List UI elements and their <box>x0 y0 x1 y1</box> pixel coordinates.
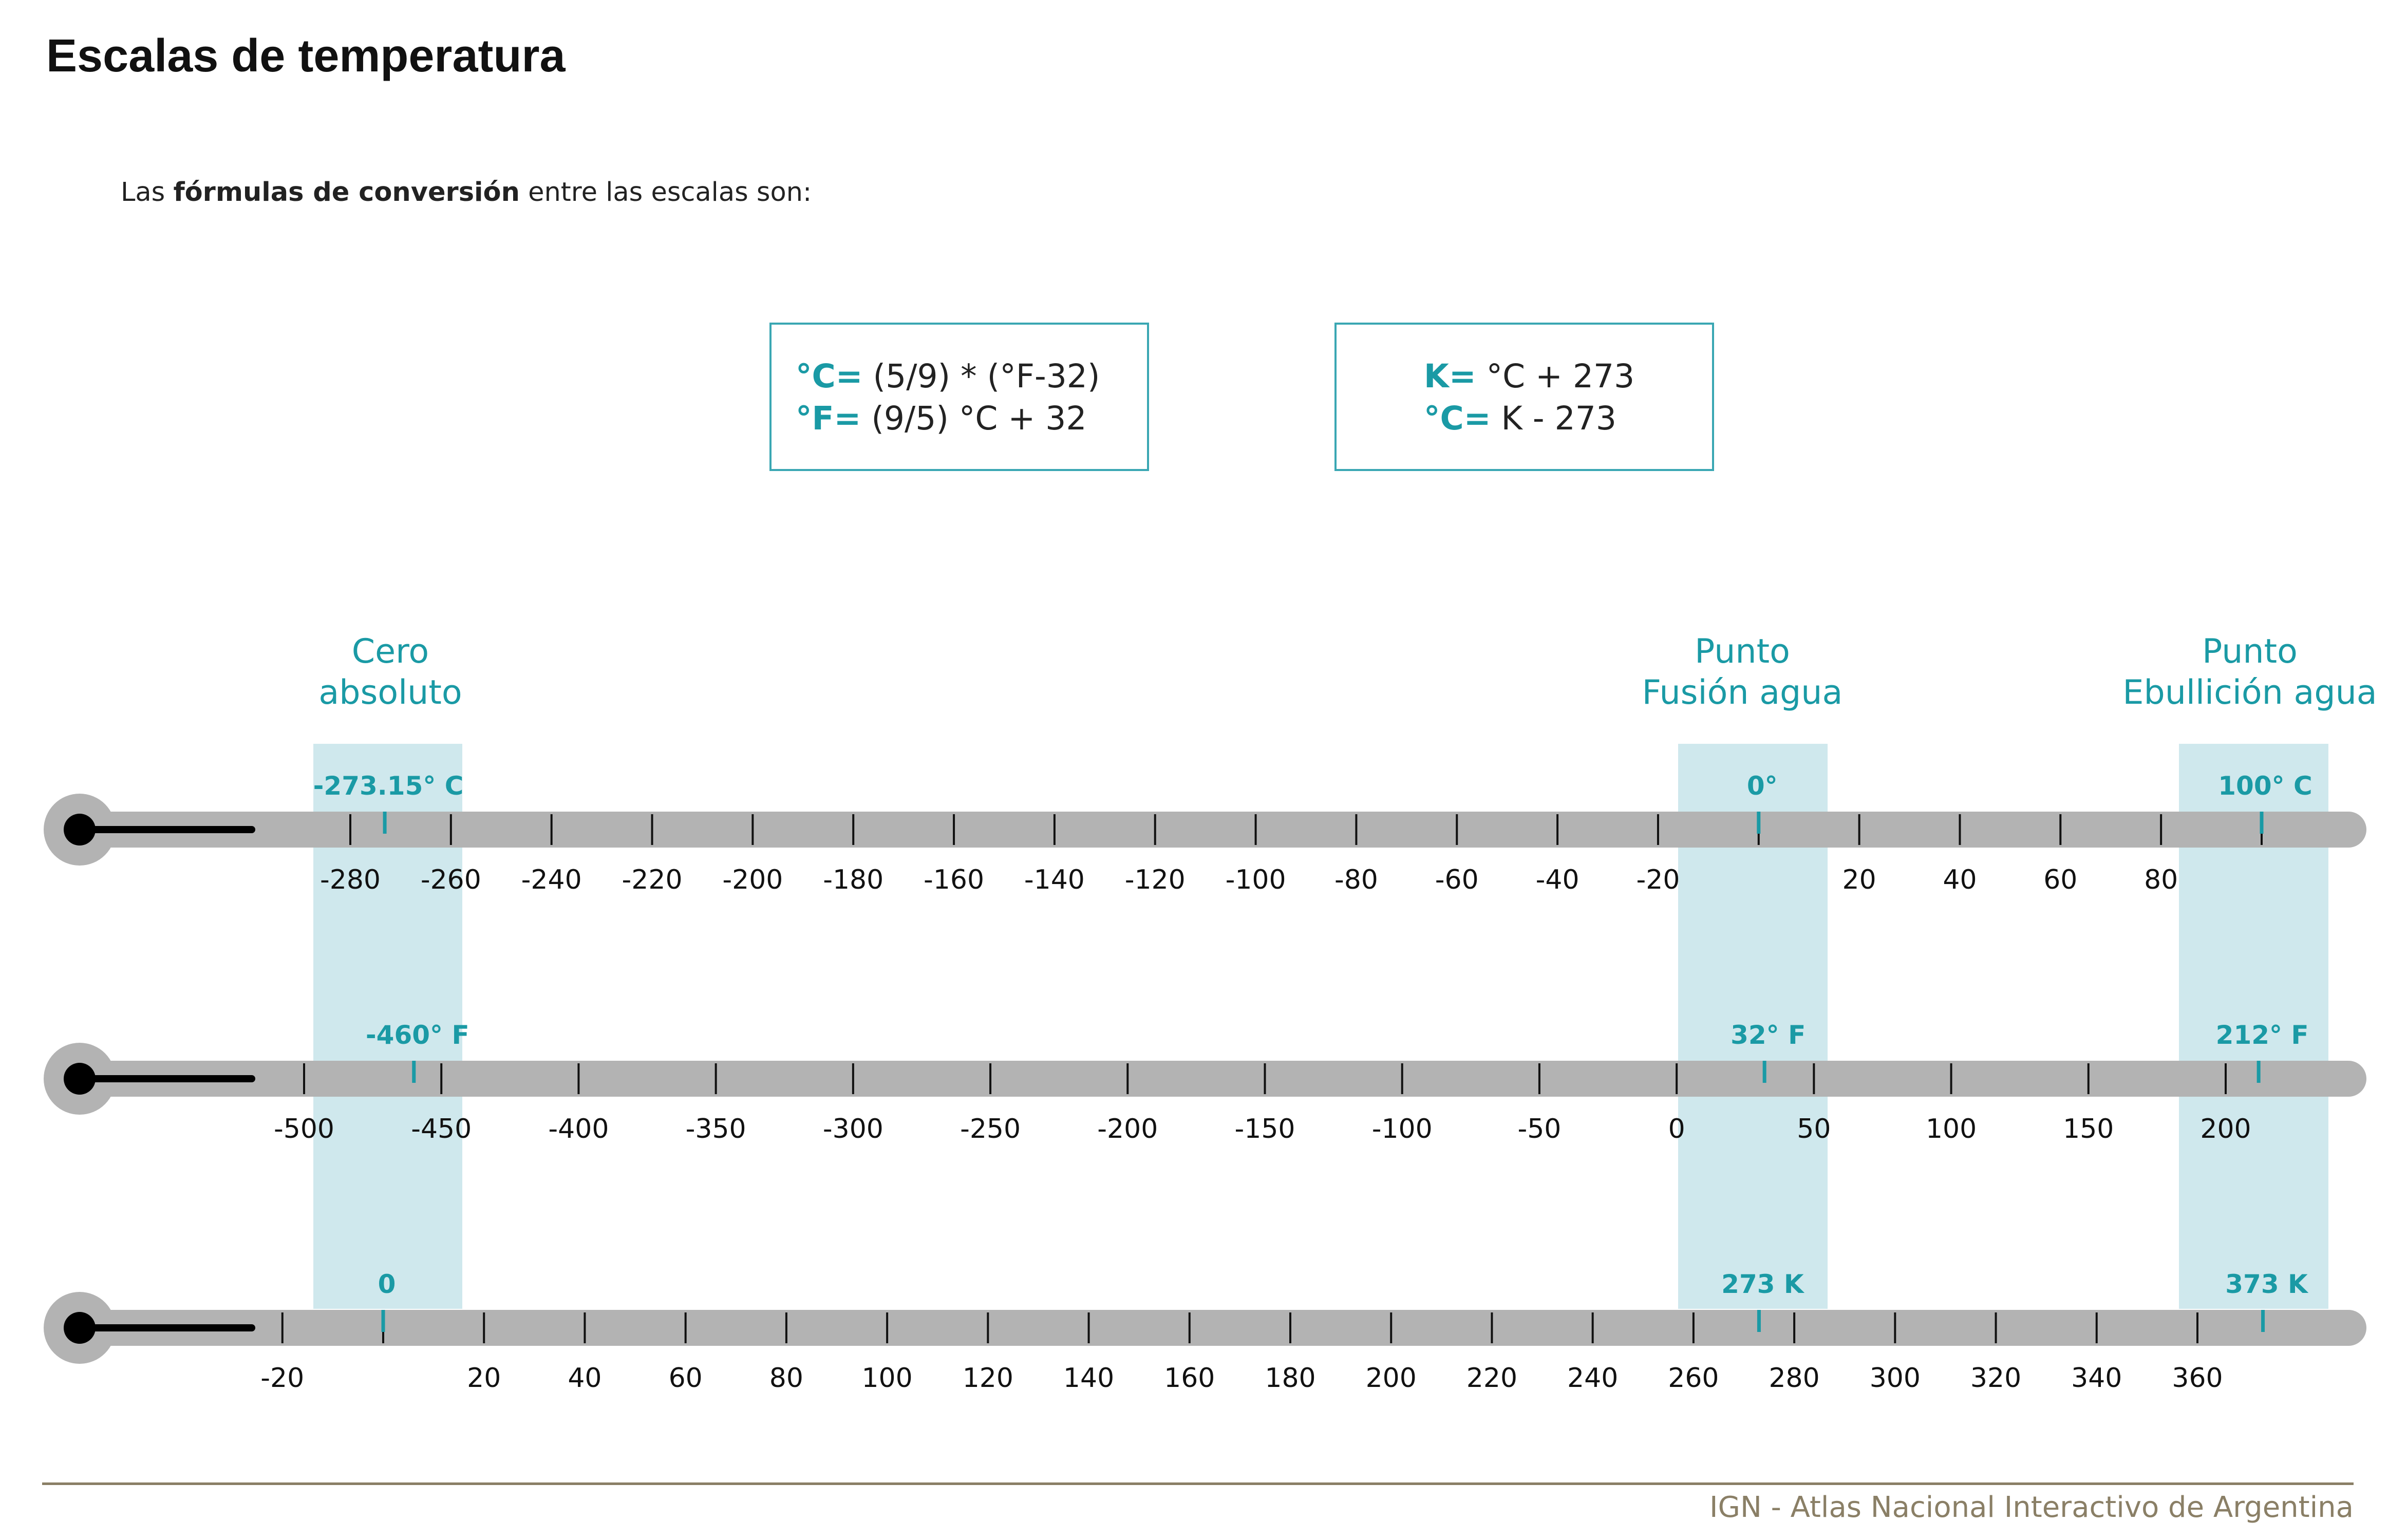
tick-label: 20 <box>467 1363 501 1394</box>
reference-title: absoluto <box>318 673 462 712</box>
formula-expression: (5/9) * (°F-32) <box>862 358 1100 395</box>
tick-label: 80 <box>769 1363 803 1394</box>
tick-label: -240 <box>521 865 582 895</box>
footer-credit: IGN - Atlas Nacional Interactivo de Arge… <box>1709 1491 2354 1524</box>
reference-marker-label: 0 <box>378 1269 396 1299</box>
tick-label: 40 <box>568 1363 601 1394</box>
tick-label: -180 <box>823 865 883 895</box>
tick-label: -80 <box>1334 865 1378 895</box>
reference-title: Fusión agua <box>1642 673 1843 712</box>
reference-title: Punto <box>1695 632 1790 671</box>
formula-line: °C= K - 273 <box>1424 398 1712 440</box>
tick-label: 60 <box>669 1363 703 1394</box>
reference-marker-label: -273.15° C <box>313 771 464 801</box>
formula-label: °F= <box>796 400 861 437</box>
tick-label: 80 <box>2144 865 2178 895</box>
tick-label: 160 <box>1164 1363 1215 1394</box>
tick-label: 20 <box>1842 865 1876 895</box>
tick-label: 180 <box>1265 1363 1315 1394</box>
reference-marker-label: 100° C <box>2218 771 2312 801</box>
scale-kelvin: -20 20 40 60 80 100 120 140 160 180 200 220 240 260 28… <box>44 1269 2366 1394</box>
formula-expression: °C + 273 <box>1476 358 1635 395</box>
tick-label: -220 <box>622 865 683 895</box>
formula-line: °C= (5/9) * (°F-32) <box>796 355 1147 398</box>
tick-label: -450 <box>411 1114 472 1144</box>
tick-label: 240 <box>1567 1363 1618 1394</box>
formula-label: K= <box>1424 358 1476 395</box>
reference-marker-label: 0° <box>1747 771 1778 801</box>
tick-label: -280 <box>320 865 381 895</box>
reference-title: Cero <box>352 632 429 671</box>
reference-title: Punto <box>2202 632 2298 671</box>
tick-label: -20 <box>1636 865 1680 895</box>
tick-label: -300 <box>823 1114 883 1144</box>
thermometer-scales: -280 -260 -240 -220 -200 -180 -160 -140 -120 -100… <box>44 771 2366 1394</box>
tick-label: -100 <box>1372 1114 1433 1144</box>
tick-label: 0 <box>1668 1114 1685 1144</box>
tick-label: -50 <box>1517 1114 1561 1144</box>
tick-label: -350 <box>686 1114 746 1144</box>
reference-marker-label: -460° F <box>366 1020 469 1050</box>
tick-label: 360 <box>2172 1363 2223 1394</box>
formula-line: K= °C + 273 <box>1424 355 1712 398</box>
formula-expression: (9/5) °C + 32 <box>861 400 1087 437</box>
reference-marker-label: 373 K <box>2225 1269 2309 1299</box>
reference-marker-label: 212° F <box>2216 1020 2309 1050</box>
intro-text-bold: fórmulas de conversión <box>173 177 520 208</box>
tick-label: 140 <box>1063 1363 1114 1394</box>
tick-label: 120 <box>963 1363 1013 1394</box>
tick-label: 100 <box>861 1363 912 1394</box>
tick-label: -260 <box>421 865 481 895</box>
intro-text: Las fórmulas de conversión entre las esc… <box>121 177 812 208</box>
tick-label: 300 <box>1870 1363 1921 1394</box>
reference-marker-label: 273 K <box>1721 1269 1805 1299</box>
page-title: Escalas de temperatura <box>46 30 566 82</box>
tick-label: 320 <box>1970 1363 2021 1394</box>
tick-label: -200 <box>1097 1114 1158 1144</box>
tick-label: -150 <box>1234 1114 1295 1144</box>
intro-text-end: entre las escalas son: <box>519 177 812 208</box>
formula-box-celsius-fahrenheit: °C= (5/9) * (°F-32) °F= (9/5) °C + 32 <box>769 323 1149 471</box>
footer-divider <box>42 1482 2354 1485</box>
tick-label: -40 <box>1536 865 1579 895</box>
formula-line: °F= (9/5) °C + 32 <box>796 398 1147 440</box>
tick-label: -200 <box>722 865 783 895</box>
tick-label: 40 <box>1943 865 1977 895</box>
reference-title: Ebullición agua <box>2122 673 2377 712</box>
tick-label: 50 <box>1797 1114 1831 1144</box>
formula-box-kelvin-celsius: K= °C + 273 °C= K - 273 <box>1334 323 1714 471</box>
tick-label: 200 <box>1366 1363 1417 1394</box>
tick-label: -140 <box>1024 865 1085 895</box>
scale-celsius: -280 -260 -240 -220 -200 -180 -160 -140 -120 -100… <box>44 771 2366 895</box>
tick-label: 150 <box>2063 1114 2114 1144</box>
tick-label: 340 <box>2071 1363 2122 1394</box>
tick-label: -250 <box>960 1114 1021 1144</box>
reference-marker-label: 32° F <box>1731 1020 1806 1050</box>
formula-label: °C= <box>796 358 863 395</box>
tick-label: 100 <box>1926 1114 1977 1144</box>
tick-label: -160 <box>924 865 984 895</box>
tick-label: 60 <box>2043 865 2077 895</box>
intro-text-start: Las <box>121 177 174 208</box>
tick-label: 280 <box>1769 1363 1819 1394</box>
tick-label: -20 <box>260 1363 304 1394</box>
formula-label: °C= <box>1424 400 1491 437</box>
formula-expression: K - 273 <box>1491 400 1616 437</box>
tick-label: 220 <box>1466 1363 1517 1394</box>
tick-label: 200 <box>2200 1114 2251 1144</box>
scale-fahrenheit: -500 -450 -400 -350 -300 -250 -200 -150 -100 -50 0… <box>44 1020 2366 1144</box>
tick-label: 260 <box>1668 1363 1719 1394</box>
tick-label: -100 <box>1226 865 1286 895</box>
tick-label: -400 <box>548 1114 609 1144</box>
tick-label: -500 <box>274 1114 334 1144</box>
tick-label: -60 <box>1435 865 1479 895</box>
tick-label: -120 <box>1125 865 1186 895</box>
